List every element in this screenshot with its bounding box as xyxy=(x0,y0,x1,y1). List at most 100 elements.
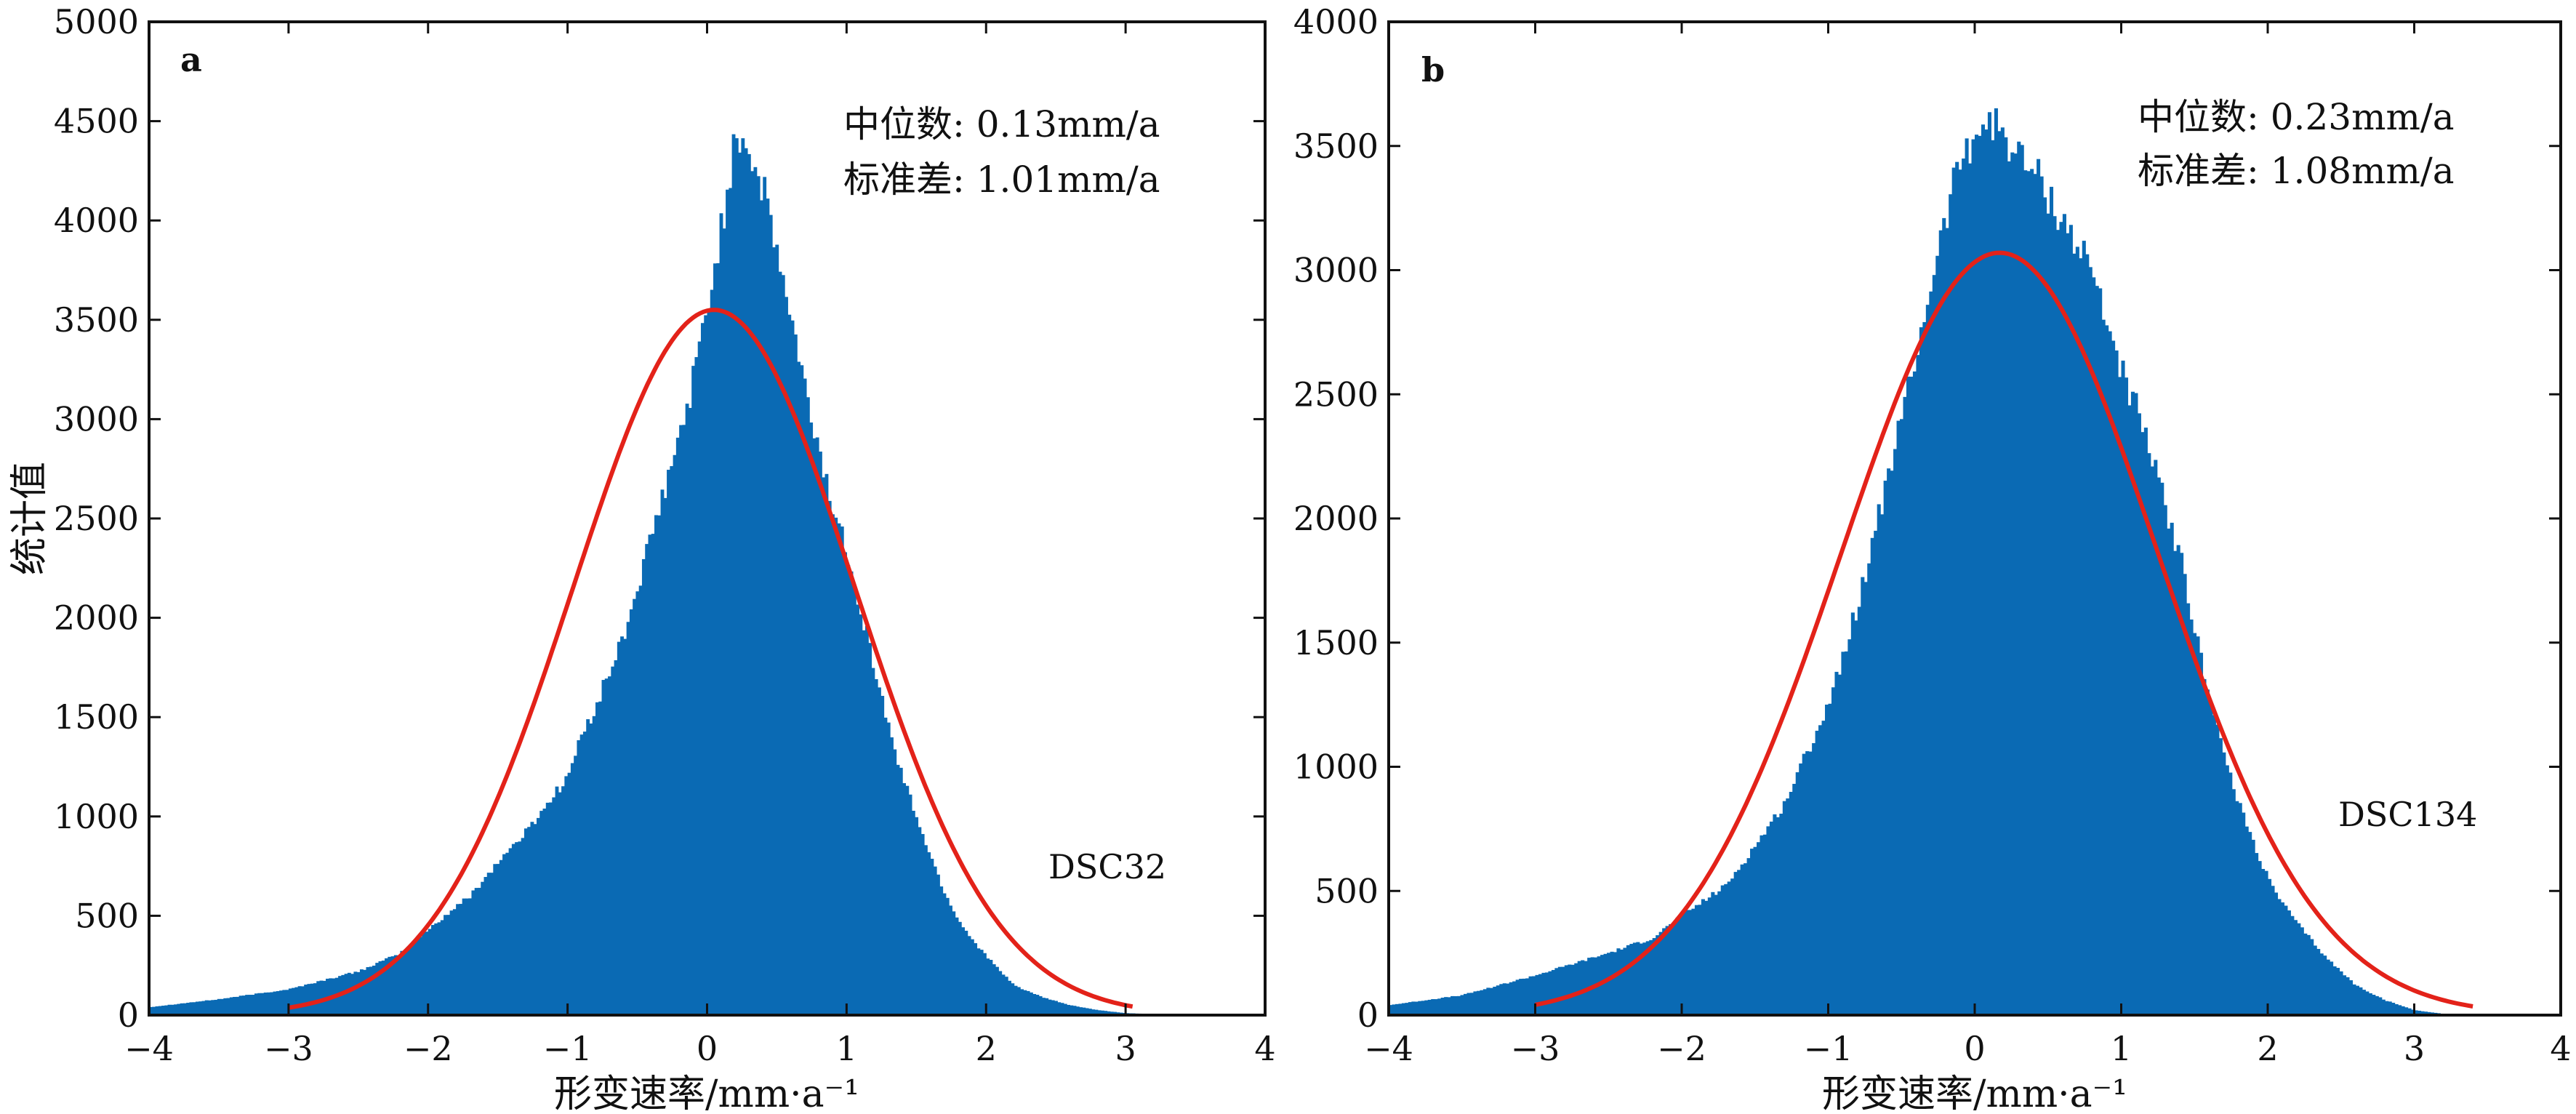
histogram-bar xyxy=(2000,127,2005,1015)
histogram-bar xyxy=(2235,801,2239,1015)
histogram-bar xyxy=(2394,1003,2399,1015)
histogram-bar xyxy=(1669,923,1673,1015)
histogram-bar xyxy=(710,289,714,1015)
histogram-bar xyxy=(1581,960,1585,1015)
histogram-bar xyxy=(1949,194,1953,1015)
histogram-bar xyxy=(822,477,826,1015)
histogram-bar xyxy=(223,998,228,1015)
histogram-bar xyxy=(1610,951,1614,1015)
histogram-bar xyxy=(1652,938,1656,1015)
histogram-bar xyxy=(158,1006,162,1015)
histogram-bar xyxy=(279,990,283,1015)
histogram-bar xyxy=(558,792,562,1015)
histogram-bar xyxy=(697,341,702,1016)
histogram-bar xyxy=(691,366,696,1016)
histogram-bar xyxy=(1496,985,1500,1015)
histogram-bar xyxy=(2059,222,2063,1015)
histogram-bar xyxy=(471,890,476,1015)
histogram-bar xyxy=(1890,470,1894,1015)
histogram-bar xyxy=(902,783,906,1015)
histogram-bar xyxy=(474,888,478,1015)
histogram-bar xyxy=(589,724,593,1015)
y-tick-label: 3500 xyxy=(54,300,139,340)
histogram-bar xyxy=(2277,899,2282,1015)
histogram-bar xyxy=(226,998,230,1015)
histogram-bar xyxy=(1509,982,1513,1015)
histogram-bar xyxy=(1769,821,1773,1015)
std-text-a: 标准差: 1.01mm/a xyxy=(843,159,1160,201)
histogram-bar xyxy=(1014,985,1018,1015)
histogram-bar xyxy=(422,931,426,1015)
histogram-bar xyxy=(1532,976,1536,1015)
histogram-bar xyxy=(459,904,463,1015)
histogram-bar xyxy=(313,983,317,1015)
histogram-bar xyxy=(241,995,246,1015)
histogram-bar xyxy=(388,956,392,1015)
histogram-bar xyxy=(1544,972,1549,1015)
histogram-bar xyxy=(561,786,565,1015)
histogram-bar xyxy=(385,958,388,1015)
histogram-bar xyxy=(2075,247,2079,1015)
histogram-bar xyxy=(1863,582,1868,1015)
histogram-bar xyxy=(579,734,584,1015)
histogram-bar xyxy=(1079,1007,1083,1015)
histogram-bar xyxy=(824,473,829,1015)
histogram-bar xyxy=(307,984,311,1015)
x-tick-label: −4 xyxy=(1364,1029,1413,1068)
histogram-bar xyxy=(1929,291,1933,1015)
histogram-bar xyxy=(1427,999,1432,1015)
histogram-bar xyxy=(1808,751,1813,1015)
histogram-bar xyxy=(304,985,308,1015)
histogram-bar xyxy=(1642,942,1647,1015)
histogram-bar xyxy=(369,966,373,1015)
histogram-bar xyxy=(2242,812,2246,1015)
histogram-bar xyxy=(753,167,758,1015)
y-tick-label: 5000 xyxy=(54,2,139,41)
histogram-bar xyxy=(2212,715,2216,1015)
histogram-bar xyxy=(170,1004,174,1015)
histogram-bar xyxy=(490,873,494,1015)
histogram-bar xyxy=(2101,319,2106,1015)
histogram-bar xyxy=(803,378,807,1015)
histogram-bar xyxy=(1482,989,1487,1015)
histogram-bar xyxy=(1048,999,1052,1015)
histogram-bar xyxy=(521,838,525,1015)
histogram-bar xyxy=(444,915,447,1015)
histogram-bar xyxy=(1616,948,1621,1015)
histogram-bar xyxy=(1997,131,2002,1016)
histogram-bar xyxy=(1682,912,1686,1015)
panel-b: −4 −3 −2 −1 0 1 2 3 4 0 500 1000 1500 2000 2500 3000 35… xyxy=(1293,2,2572,1114)
histogram-bar xyxy=(1789,791,1793,1015)
histogram-bar xyxy=(1097,1010,1102,1015)
histogram-bar xyxy=(1107,1011,1111,1015)
histogram-bar xyxy=(2365,991,2370,1015)
histogram-bar xyxy=(149,1006,153,1015)
histogram-bar xyxy=(378,961,382,1015)
histogram-bar xyxy=(1900,419,1904,1015)
histogram-bar xyxy=(673,454,677,1015)
dataset-label-a: DSC32 xyxy=(1048,847,1166,886)
histogram-bar xyxy=(186,1003,190,1015)
histogram-bar xyxy=(1603,953,1608,1015)
histogram-bar xyxy=(899,767,903,1015)
histogram-bar xyxy=(2085,254,2090,1015)
histogram-bar xyxy=(626,622,630,1015)
histogram-bar xyxy=(1519,979,1523,1015)
histogram-bar xyxy=(734,138,739,1015)
histogram-bar xyxy=(2284,905,2288,1015)
histogram-bar xyxy=(2033,174,2037,1016)
histogram-bar xyxy=(155,1006,159,1015)
histogram-bar xyxy=(1727,881,1731,1015)
histogram-bar xyxy=(1779,813,1783,1015)
histogram-bar xyxy=(1392,1004,1396,1015)
histogram-bar xyxy=(604,678,609,1015)
histogram-bar xyxy=(654,515,658,1015)
histogram-bar xyxy=(2072,253,2077,1016)
histogram-bar xyxy=(2244,826,2249,1015)
histogram-bar xyxy=(2150,466,2154,1015)
histogram-bar xyxy=(856,604,860,1015)
histogram-bar xyxy=(1101,1010,1104,1015)
histogram-bar xyxy=(2225,765,2229,1015)
histogram-bar xyxy=(949,905,952,1015)
histogram-bar xyxy=(1026,990,1030,1015)
